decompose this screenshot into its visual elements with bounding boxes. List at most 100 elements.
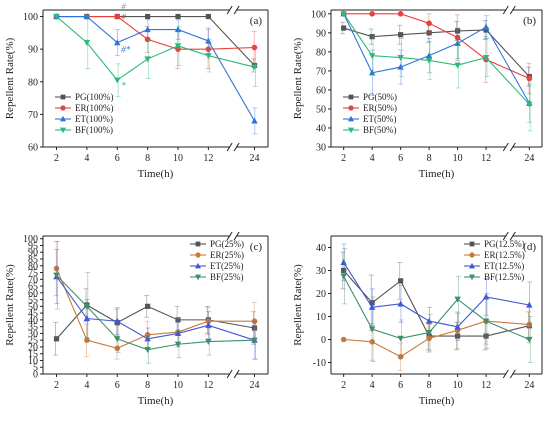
y-tick-label: 40 xyxy=(316,123,326,134)
series-BF(100%) xyxy=(53,13,258,97)
x-tick-label: 2 xyxy=(341,380,346,391)
legend-entry: ET(50%) xyxy=(363,114,397,124)
legend-marker xyxy=(348,94,354,100)
legend-entry: PG(100%) xyxy=(75,92,114,102)
axis-break-mark xyxy=(509,142,516,152)
legend-marker xyxy=(348,127,354,134)
y-tick-label: 15 xyxy=(28,349,38,360)
data-point xyxy=(397,11,404,17)
data-point xyxy=(526,75,533,82)
x-tick-label: 4 xyxy=(370,153,375,164)
legend-marker xyxy=(195,252,201,258)
data-point xyxy=(114,336,121,343)
legend-entry: ET(100%) xyxy=(75,114,113,124)
data-point xyxy=(144,347,151,354)
axis-break-mark xyxy=(502,5,509,15)
data-point xyxy=(205,321,212,328)
y-axis-title: Repellent Rate(%) xyxy=(292,264,304,346)
legend-marker xyxy=(195,262,201,269)
data-point xyxy=(83,13,91,20)
series-PG(100%) xyxy=(53,13,258,73)
data-point xyxy=(454,34,461,41)
x-tick-label: 6 xyxy=(398,380,403,391)
panel-label: (c) xyxy=(250,241,263,253)
data-point xyxy=(368,53,376,60)
y-tick-label: 30 xyxy=(316,266,326,277)
x-tick-label: 6 xyxy=(115,380,120,391)
panel-label: (d) xyxy=(523,241,536,253)
legend-marker xyxy=(469,262,475,269)
data-point xyxy=(205,37,212,44)
y-tick-label: 100 xyxy=(23,12,38,23)
y-tick-label: 90 xyxy=(316,28,326,39)
legend-marker xyxy=(469,252,475,258)
legend-entry: BF(50%) xyxy=(363,125,397,135)
legend-entry: ER(50%) xyxy=(363,103,397,113)
y-tick-label: 90 xyxy=(28,45,38,56)
panel-label: (a) xyxy=(250,15,263,27)
axis-break-mark xyxy=(226,5,233,15)
legend-entry: BF(100%) xyxy=(75,125,113,135)
data-point xyxy=(144,26,151,33)
axis-break-mark xyxy=(502,142,509,152)
series-BF(50%) xyxy=(340,11,533,132)
x-tick-label: 10 xyxy=(453,380,463,391)
legend-marker xyxy=(348,105,354,111)
data-point xyxy=(483,333,489,339)
x-tick-label: 8 xyxy=(145,153,150,164)
data-point xyxy=(397,353,404,360)
data-point xyxy=(454,62,461,69)
legend-entry: BF(25%) xyxy=(210,272,244,282)
data-point xyxy=(53,13,60,20)
data-point xyxy=(426,30,432,36)
legend-entry: ER(25%) xyxy=(210,250,244,260)
data-point xyxy=(251,44,258,51)
x-tick-label: 2 xyxy=(54,380,59,391)
y-tick-label: 60 xyxy=(28,288,38,299)
data-point xyxy=(426,20,432,27)
y-tick-label: 0 xyxy=(321,335,326,346)
chart-panel-3: 0510152025303540455055606570758085909510… xyxy=(4,231,269,407)
data-point xyxy=(425,57,433,64)
x-tick-label: 10 xyxy=(173,380,183,391)
y-axis-title: Repellent Rate(%) xyxy=(4,37,16,119)
y-tick-label: 80 xyxy=(28,77,38,88)
x-tick-label: 12 xyxy=(481,380,491,391)
legend: PG(50%)ER(50%)ET(50%)BF(50%) xyxy=(343,92,397,135)
data-point xyxy=(114,345,121,352)
y-tick-label: 45 xyxy=(28,309,38,320)
data-point xyxy=(251,325,258,331)
legend-entry: PG(12.5%) xyxy=(484,239,525,249)
data-point xyxy=(114,317,121,324)
data-point xyxy=(83,315,91,322)
axis-break-mark xyxy=(233,231,240,241)
data-point xyxy=(454,323,461,330)
data-point xyxy=(205,46,212,52)
y-tick-label: 20 xyxy=(316,289,326,300)
y-tick-label: -10 xyxy=(313,358,326,369)
x-tick-label: 4 xyxy=(84,380,89,391)
data-point xyxy=(83,40,91,47)
x-tick-label: 8 xyxy=(427,380,432,391)
y-tick-label: 25 xyxy=(28,336,38,347)
data-point xyxy=(145,303,151,309)
y-tick-label: 40 xyxy=(316,243,326,254)
data-point xyxy=(369,300,375,306)
x-tick-label: 12 xyxy=(203,153,213,164)
y-tick-label: 70 xyxy=(28,275,38,286)
axis-break-mark xyxy=(509,369,516,379)
data-point xyxy=(53,272,60,279)
data-point xyxy=(174,43,182,50)
axis-break-mark xyxy=(502,369,509,379)
data-point xyxy=(526,321,533,328)
series-PG(25%) xyxy=(53,288,258,356)
x-tick-label: 24 xyxy=(250,380,260,391)
y-tick-label: 80 xyxy=(28,261,38,272)
significance-mark: * xyxy=(121,80,126,90)
legend: PG(12.5%)ER(12.5%)ET(12.5%)BF(12.5%) xyxy=(464,239,525,282)
data-point xyxy=(398,278,404,284)
data-point xyxy=(175,317,181,323)
x-tick-label: 10 xyxy=(173,153,183,164)
data-point xyxy=(340,259,347,266)
x-tick-label: 24 xyxy=(524,153,534,164)
